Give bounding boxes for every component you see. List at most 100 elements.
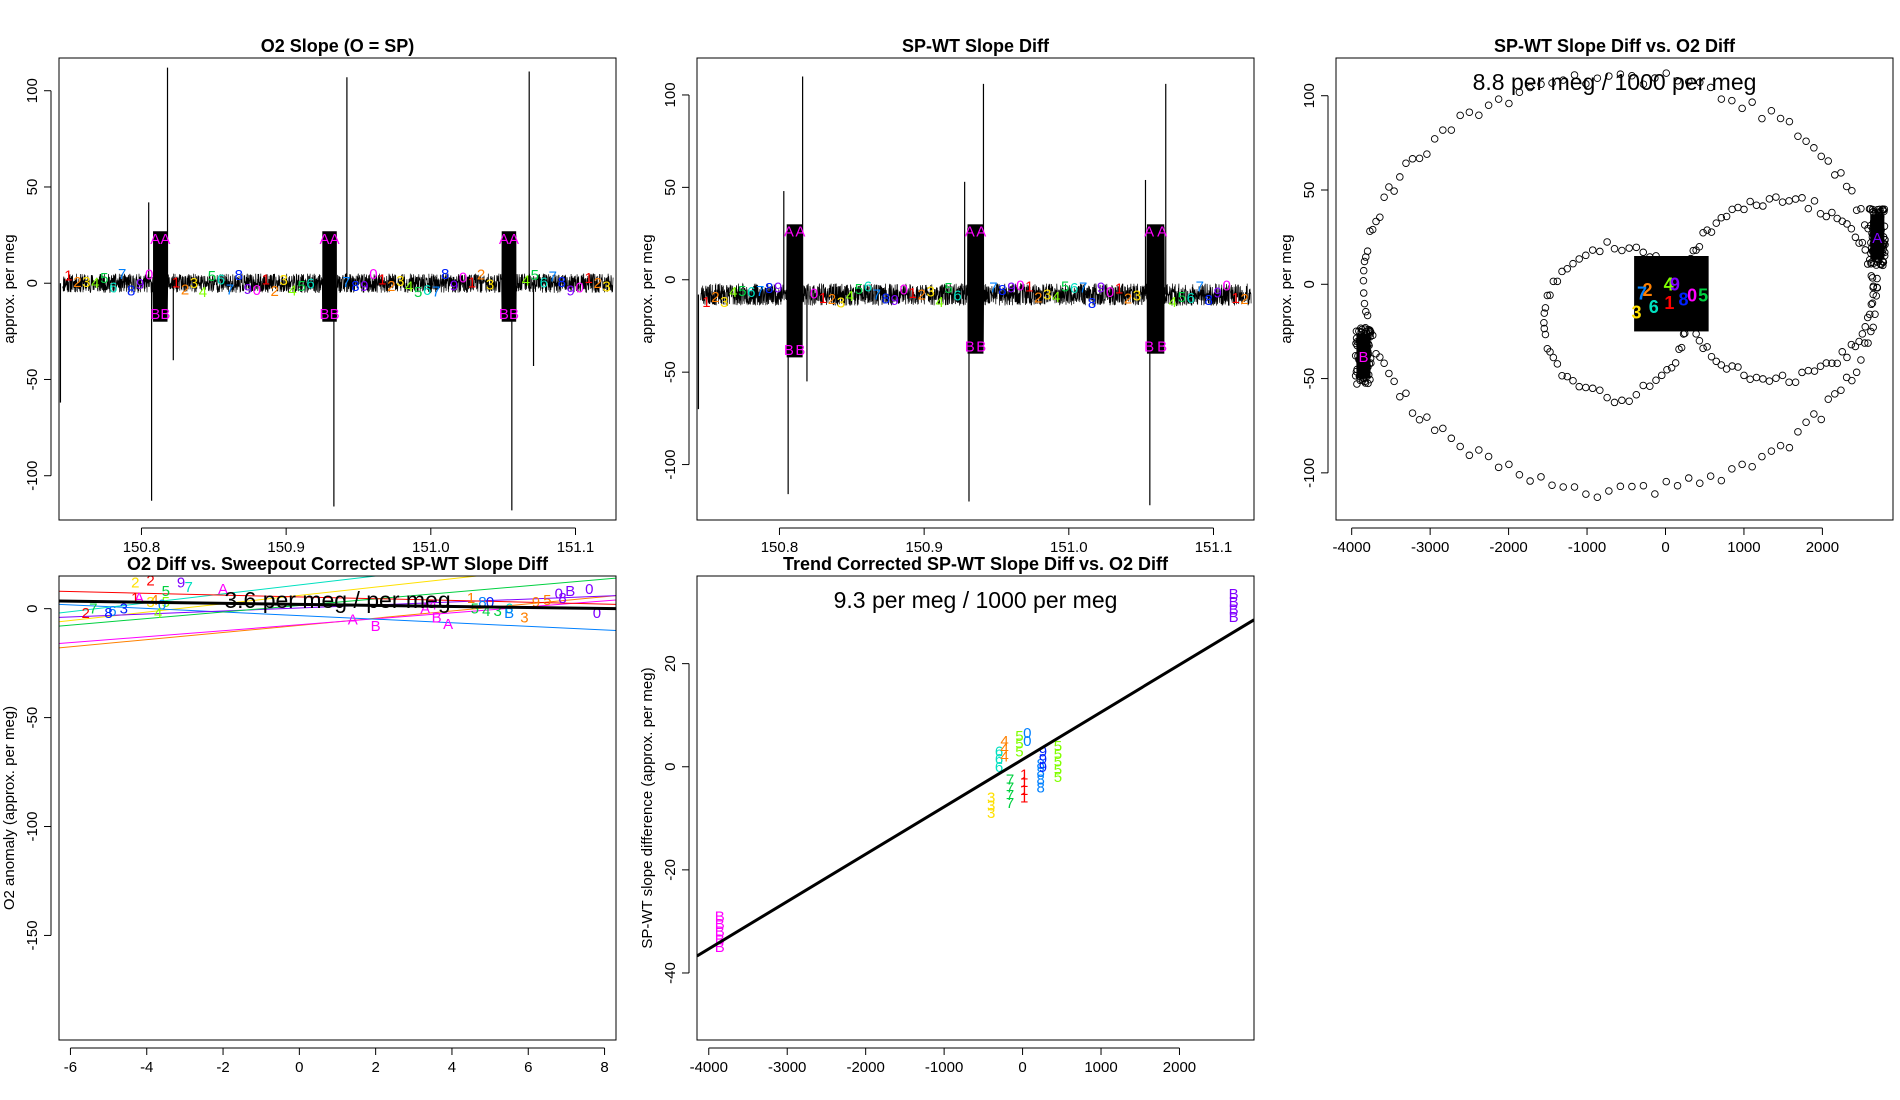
scatter-point [1824, 395, 1832, 403]
scatter-point [1798, 368, 1806, 377]
x-tick-label: 0 [295, 1059, 303, 1076]
scatter-point [1541, 330, 1550, 339]
cycle-label: 4 [846, 288, 854, 305]
point-label: 5 [1054, 769, 1062, 786]
x-tick-label: 151.1 [557, 539, 595, 556]
point-label: 5 [543, 592, 551, 609]
point-label: B [1229, 609, 1239, 626]
scatter-point [1717, 361, 1726, 369]
scatter-point [1546, 291, 1554, 299]
scatter-point [1868, 274, 1877, 282]
cycle-label: 9 [1007, 279, 1015, 296]
scatter-point [1869, 290, 1877, 299]
scatter-point [1639, 248, 1647, 257]
scatter-point [1596, 386, 1604, 395]
scatter-point [1662, 477, 1671, 486]
y-tick-label: -100 [662, 450, 679, 480]
scatter-point [1738, 104, 1746, 113]
scatter-point [1593, 493, 1602, 502]
chart-title: Trend Corrected SP-WT Slope Diff vs. O2 … [783, 554, 1169, 574]
scatter-point [1465, 451, 1474, 460]
point-label: 5 [1015, 743, 1023, 760]
point-label: 5 [1054, 746, 1062, 763]
center-label: 5 [1698, 286, 1708, 306]
point-label: 0 [158, 596, 166, 613]
chart-title: O2 Slope (O = SP) [261, 36, 415, 56]
point-label: 3 [987, 797, 995, 814]
scatter-point [1873, 283, 1881, 292]
cycle-label: 9 [774, 280, 782, 297]
point-label: 0 [555, 585, 563, 602]
scatter-point [1553, 277, 1562, 286]
block-label: B [150, 306, 160, 323]
scatter-point [1494, 95, 1503, 103]
scatter-point [1772, 374, 1780, 382]
scatter-point [1706, 83, 1715, 92]
scatter-point [1684, 474, 1693, 482]
dense-block [1146, 224, 1165, 354]
point-label: B [432, 609, 442, 626]
x-tick-label: 2000 [1806, 539, 1839, 556]
cycle-label: 8 [351, 278, 359, 295]
x-tick-label: 150.8 [761, 539, 799, 556]
cycle-label: 2 [828, 291, 836, 308]
cycle-label: 4 [91, 275, 99, 292]
y-axis-label: SP-WT slope difference (approx. per meg) [639, 667, 656, 948]
panel-p3: SP-WT Slope Diff vs. O2 Diff approx. per … [1278, 36, 1894, 556]
point-label: 4 [1000, 748, 1008, 765]
scatter-point [1651, 74, 1659, 82]
scatter-point [1810, 197, 1819, 205]
point-label: A [443, 616, 453, 633]
scatter-point [1785, 197, 1793, 205]
x-tick-label: 2 [371, 1059, 379, 1076]
cycle-label: 4 [729, 284, 737, 301]
scatter-point [1861, 323, 1869, 331]
point-label: 2 [146, 572, 154, 589]
point-label: 6 [505, 601, 513, 618]
scatter-point [1867, 327, 1875, 336]
scatter-point [1540, 324, 1549, 333]
point-label: 8 [478, 594, 486, 611]
x-tick-label: 0 [1661, 539, 1669, 556]
scatter-point [1484, 101, 1493, 110]
cluster-right [1870, 214, 1885, 260]
cycle-label: 5 [100, 270, 108, 287]
cycle-label: 3 [926, 283, 934, 300]
point-label: 5 [471, 601, 479, 618]
point-label: 4 [482, 603, 490, 620]
cycle-label: 5 [208, 268, 216, 285]
scatter-point [1778, 198, 1787, 206]
point-label: 5 [1054, 754, 1062, 771]
cycle-label: 2 [271, 283, 279, 300]
scatter-point [1817, 415, 1826, 424]
scatter-point [1699, 229, 1707, 237]
scatter-point [1703, 226, 1711, 234]
point-label: 9 [532, 594, 540, 611]
chart-title: O2 Diff vs. Sweepout Corrected SP-WT Slo… [127, 554, 549, 574]
cycle-label: 6 [423, 282, 431, 299]
scatter-point [1848, 187, 1856, 195]
cycle-label: 4 [199, 284, 207, 301]
y-tick-label: 0 [24, 605, 41, 613]
cycle-label: 9 [891, 292, 899, 309]
scatter-point [1582, 251, 1590, 260]
point-label: B [1229, 594, 1239, 611]
x-tick-label: -4000 [690, 1059, 728, 1076]
block-label: A [319, 231, 329, 248]
scatter-point [1734, 363, 1742, 371]
block-label: B [499, 306, 509, 323]
y-tick-label: 50 [1301, 182, 1318, 199]
scatter-point [1559, 76, 1567, 84]
cycle-label: 8 [558, 274, 566, 291]
cycle-label: 6 [747, 284, 755, 301]
cycle-label: 5 [738, 283, 746, 300]
plot-frame [58, 57, 617, 521]
scatter-point [1605, 487, 1613, 495]
panel-p5: Trend Corrected SP-WT Slope Diff vs. O2 … [639, 554, 1255, 1076]
block-label: A [499, 231, 509, 248]
scatter-point [1632, 243, 1641, 252]
scatter-point [1748, 462, 1756, 471]
scatter-point [1380, 359, 1388, 367]
scatter-point [1746, 197, 1754, 206]
scatter-point [1588, 384, 1597, 393]
